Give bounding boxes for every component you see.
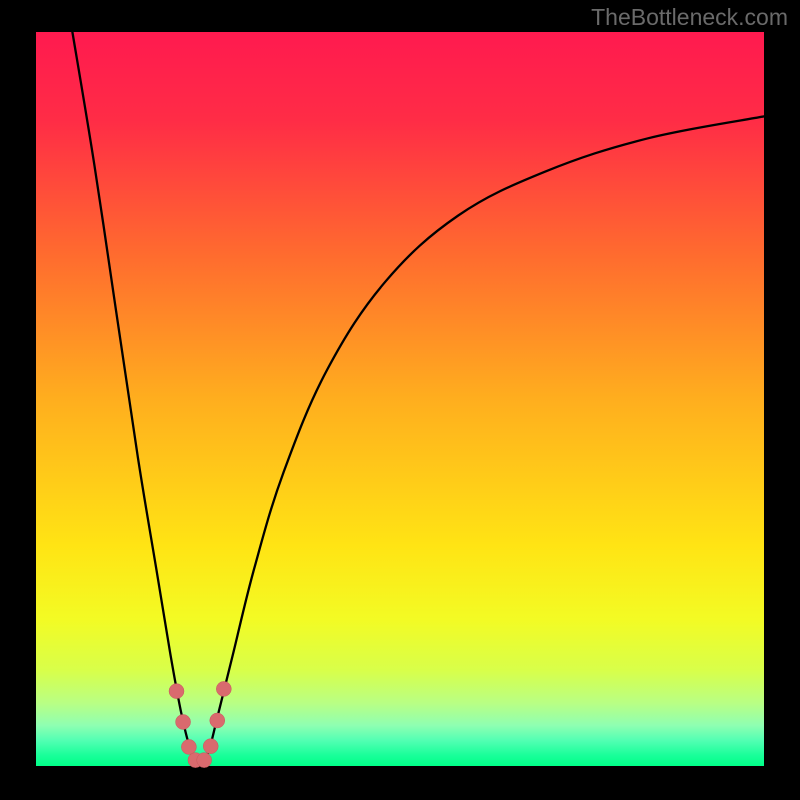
data-marker — [169, 684, 184, 699]
chart-svg — [0, 0, 800, 800]
data-marker — [181, 739, 196, 754]
data-marker — [203, 739, 218, 754]
plot-background — [36, 32, 764, 766]
watermark-text: TheBottleneck.com — [591, 4, 788, 31]
data-marker — [197, 753, 212, 768]
data-marker — [210, 713, 225, 728]
data-marker — [176, 714, 191, 729]
data-marker — [216, 681, 231, 696]
chart-frame — [0, 0, 800, 800]
